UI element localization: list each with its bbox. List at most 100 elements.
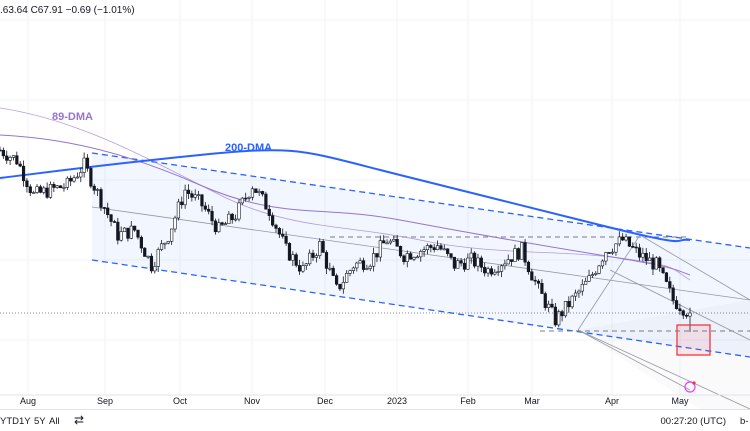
candle: [415, 256, 419, 259]
candle: [536, 280, 541, 284]
candle: [106, 207, 110, 216]
range-all[interactable]: All: [49, 416, 60, 427]
candle: [166, 241, 170, 244]
candle: [277, 228, 281, 235]
candle: [567, 301, 571, 308]
candle: [250, 188, 255, 198]
candle: [617, 236, 621, 245]
candle: [287, 243, 292, 261]
candle: [153, 266, 157, 272]
range-5y[interactable]: 5Y: [34, 416, 46, 427]
candle: [180, 201, 184, 206]
candle: [264, 193, 268, 210]
candle: [173, 217, 177, 230]
candle: [314, 255, 318, 258]
candle: [146, 255, 150, 258]
ma200-label: 200-DMA: [225, 142, 272, 154]
candle: [466, 257, 470, 270]
candle: [281, 233, 285, 237]
candle: [324, 252, 329, 269]
x-tick-label: Dec: [317, 396, 334, 406]
candle: [126, 227, 130, 239]
candle: [627, 236, 632, 247]
candle: [203, 205, 207, 210]
candle: [405, 253, 409, 262]
ohlc-legend: .63.64 C67.91 −0.69 (−1.01%): [0, 5, 135, 16]
candle: [1, 149, 5, 157]
candle: [409, 253, 413, 260]
date-range-icon[interactable]: ⇄: [74, 413, 85, 427]
candle: [664, 272, 669, 282]
candle: [523, 242, 527, 263]
candle: [685, 314, 689, 317]
candle: [62, 187, 66, 189]
candle: [587, 275, 591, 282]
candle: [560, 311, 564, 317]
candle: [260, 191, 265, 195]
candle: [372, 253, 376, 267]
candle: [271, 215, 275, 226]
candle: [156, 249, 160, 267]
candle: [648, 257, 652, 261]
candle: [170, 228, 174, 242]
candle: [456, 260, 460, 269]
candle: [0, 149, 2, 152]
event-dot-icon: [692, 381, 696, 385]
candle: [462, 262, 467, 270]
candle: [442, 248, 446, 251]
candle: [402, 255, 406, 262]
candle: [351, 267, 356, 271]
candle: [18, 163, 22, 167]
range-ytd[interactable]: YTD: [0, 416, 19, 427]
candle: [102, 207, 106, 209]
candle: [257, 191, 261, 193]
candle: [584, 280, 588, 285]
pitchfork-line: [577, 234, 641, 331]
x-tick-label: Apr: [605, 396, 619, 406]
candle: [577, 290, 581, 294]
bottom-toolbar: YTD 1Y 5Y All ⇄ 00:27:20 (UTC) b-: [0, 409, 750, 431]
candle: [341, 282, 345, 290]
candle: [220, 222, 224, 225]
pitchfork-fill: [578, 300, 750, 409]
candle: [506, 259, 510, 265]
x-tick-label: 2023: [387, 396, 407, 406]
candle: [345, 273, 349, 283]
price-chart[interactable]: 89-DMA 200-DMA Aug Sep Oct Nov Dec 2023 Feb Mar Ap…: [0, 0, 750, 410]
candle: [550, 303, 554, 308]
clock-utc[interactable]: 00:27:20 (UTC): [660, 416, 726, 427]
candle: [594, 273, 598, 275]
event-flash-icon: [684, 381, 696, 393]
candle: [520, 242, 524, 260]
candle: [634, 246, 638, 249]
candle: [331, 267, 335, 276]
candle: [503, 263, 507, 267]
candle: [183, 189, 187, 206]
candle: [358, 260, 362, 264]
candle: [96, 189, 100, 191]
candle: [190, 193, 194, 198]
candle: [624, 236, 628, 241]
candle: [469, 252, 473, 259]
x-tick-label: Feb: [460, 396, 476, 406]
candle: [25, 180, 29, 188]
candle: [79, 172, 83, 178]
candle: [163, 242, 167, 245]
candle: [193, 194, 197, 198]
toolbar-extra[interactable]: b-: [740, 416, 749, 427]
candle: [395, 239, 399, 247]
candle: [75, 176, 80, 179]
candle: [328, 267, 332, 270]
candle: [553, 306, 557, 326]
x-tick-label: Nov: [244, 396, 261, 406]
ma-secondary-line: [0, 107, 691, 281]
range-1y[interactable]: 1Y: [19, 416, 31, 427]
candle: [543, 293, 547, 308]
candle: [52, 183, 56, 188]
candle: [213, 220, 218, 233]
candle: [55, 185, 59, 188]
ma89-label: 89-DMA: [52, 111, 93, 123]
candle: [412, 257, 416, 260]
candle: [48, 183, 53, 198]
